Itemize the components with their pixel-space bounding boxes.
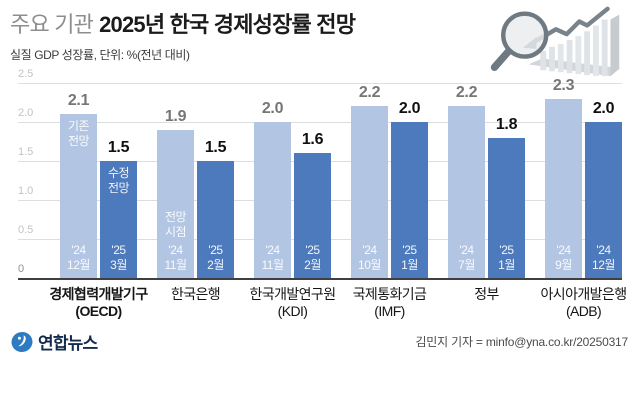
- bar-value-label: 1.6: [301, 131, 324, 149]
- bar-previous-forecast: [60, 114, 97, 278]
- bar-value-label: 1.5: [204, 139, 227, 156]
- header: 주요 기관 2025년 한국 경제성장률 전망 실질 GDP 성장률, 단위: %…: [10, 12, 480, 63]
- bar-value-label: 2.2: [358, 84, 381, 102]
- y-axis-tick: 2.0: [18, 107, 34, 119]
- institution-label: 경제협력개발기구 (OECD): [49, 286, 148, 319]
- magnifier-chart-illustration: [490, 6, 621, 77]
- y-axis-tick: 1.0: [18, 185, 34, 197]
- bar-revised-forecast: [585, 122, 622, 278]
- timing-label: 전망 시점: [164, 210, 187, 239]
- bar-date-label: '25 2월: [207, 243, 224, 272]
- bar-value-label: 2.0: [398, 100, 421, 117]
- y-axis-tick: 0.5: [18, 224, 34, 236]
- series-label-previous: 기존 전망: [67, 119, 90, 149]
- page-title: 주요 기관 2025년 한국 경제성장률 전망: [10, 12, 480, 38]
- bar-date-label: '24 11월: [261, 243, 285, 272]
- bar-date-label: '25 2월: [304, 243, 321, 272]
- bar-date-label: '24 12월: [592, 243, 615, 272]
- gridline: [18, 122, 622, 123]
- chart-subtitle: 실질 GDP 성장률, 단위: %(전년 대비): [10, 48, 190, 62]
- y-axis-tick: 1.5: [18, 146, 34, 158]
- institution-label: 아시아개발은행 (ADB): [540, 286, 628, 319]
- title-main: 2025년 한국 경제성장률 전망: [99, 12, 356, 37]
- bar-value-label: 1.8: [495, 115, 518, 133]
- bar-revised-forecast: [100, 161, 137, 278]
- bar-revised-forecast: [488, 137, 525, 278]
- byline-credit: 김민지 기자 = minfo@yna.co.kr/20250317: [415, 335, 628, 349]
- bar-value-label: 1.5: [107, 139, 130, 156]
- bar-date-label: '24 11월: [164, 243, 188, 272]
- bar-date-label: '25 3월: [110, 243, 127, 272]
- bar-previous-forecast: [545, 98, 582, 278]
- bar-date-label: '24 9월: [555, 243, 572, 272]
- bar-previous-forecast: [448, 106, 485, 278]
- bar-revised-forecast: [197, 161, 234, 278]
- trend-chart-icon: [522, 6, 621, 77]
- bar-date-label: '25 1월: [498, 243, 515, 272]
- bar-value-label: 2.0: [592, 100, 615, 117]
- bar-value-label: 1.9: [164, 107, 187, 125]
- bar-date-label: '24 12월: [67, 243, 90, 272]
- institution-label: 정부: [474, 286, 499, 302]
- bar-date-label: '25 1월: [401, 243, 418, 272]
- bar-date-label: '24 7월: [458, 243, 475, 272]
- series-label-revised: 수정 전망: [107, 166, 130, 195]
- institution-label: 한국은행: [170, 286, 221, 302]
- bar-previous-forecast: [157, 129, 194, 278]
- yonhap-logo: 연합뉴스: [10, 329, 98, 354]
- magnifier-icon: [490, 11, 549, 71]
- y-axis-tick: 0: [18, 263, 25, 275]
- gridline: [18, 83, 622, 84]
- institution-label: 한국개발연구원 (KDI): [249, 286, 337, 319]
- bar-value-label: 2.2: [455, 84, 478, 102]
- bar-revised-forecast: [294, 153, 331, 278]
- bar-value-label: 2.1: [67, 92, 90, 110]
- yonhap-logo-text: 연합뉴스: [38, 334, 98, 353]
- bar-date-label: '24 10월: [358, 243, 381, 272]
- bar-value-label: 2.3: [552, 76, 575, 94]
- bar-revised-forecast: [391, 122, 428, 278]
- bar-value-label: 2.0: [261, 100, 284, 117]
- bar-previous-forecast: [351, 106, 388, 278]
- institution-label: 국제통화기금 (IMF): [352, 286, 427, 319]
- y-axis-tick: 2.5: [18, 68, 34, 80]
- yonhap-logo-icon: [11, 331, 33, 352]
- title-prefix: 주요 기관: [10, 12, 94, 37]
- x-axis-line: [18, 278, 622, 280]
- bar-previous-forecast: [254, 122, 291, 278]
